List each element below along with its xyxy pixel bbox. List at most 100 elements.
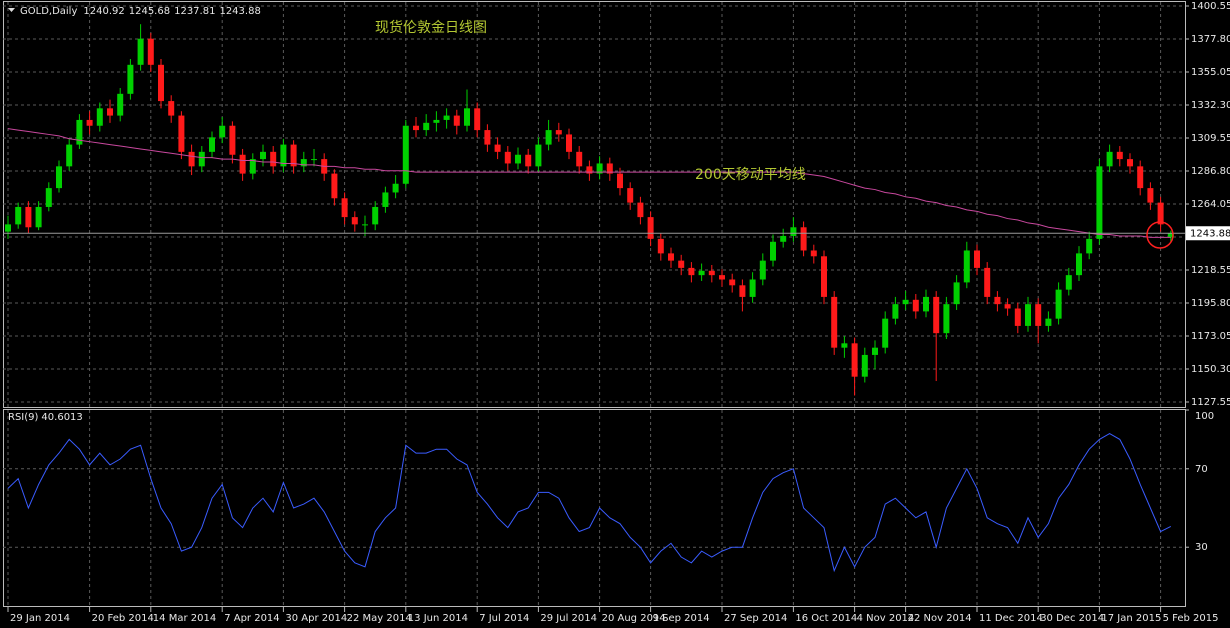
candle-body [1076, 253, 1082, 276]
candle-body [280, 144, 287, 167]
candle-body [688, 267, 695, 276]
low: 1237.81 [174, 6, 215, 17]
rsi-header: RSI(9) 40.6013 [8, 412, 83, 423]
indicator-name: RSI(9) [8, 412, 39, 423]
candle-body [300, 159, 307, 167]
x-tick-label: 22 Nov 2014 [908, 613, 972, 624]
x-tick-label: 30 Dec 2014 [1040, 613, 1104, 624]
candle-body [76, 119, 83, 145]
candle-body [576, 151, 583, 167]
candle-body [719, 275, 725, 280]
candle-body [872, 347, 878, 355]
candle-body [933, 296, 940, 334]
candle-body [423, 122, 430, 131]
candle-body [249, 159, 256, 174]
y-tick-label: 1264.05 [1191, 199, 1230, 210]
price-label: 1243.88 [1190, 228, 1230, 239]
candle-body [219, 125, 226, 138]
high: 1245.68 [129, 6, 170, 17]
candle-body [617, 173, 623, 189]
candle-body [994, 296, 1001, 305]
candle-body [1157, 202, 1164, 225]
rsi-line [7, 432, 1172, 573]
y-tick-label: 1400.55 [1191, 1, 1230, 12]
x-tick-label: 30 Apr 2014 [285, 613, 347, 624]
chart-header: GOLD,Daily 1240.92 1245.68 1237.81 1243.88 [20, 6, 261, 17]
candle-body [413, 125, 419, 131]
y-tick-label: 100 [1195, 411, 1214, 422]
candle-body [1137, 166, 1144, 189]
candle-body [351, 217, 358, 225]
x-tick-label: 5 Feb 2015 [1163, 613, 1219, 624]
candle-body [535, 144, 542, 167]
candle-body [484, 130, 491, 145]
candle-body [912, 299, 919, 312]
candle-body [1106, 151, 1113, 167]
candle-body [749, 279, 756, 297]
y-tick-label: 70 [1195, 464, 1208, 475]
candle-body [821, 256, 827, 297]
marks [3, 24, 1185, 573]
candle-body [923, 296, 929, 312]
y-tick-label: 30 [1195, 542, 1208, 553]
y-tick-label: 1286.80 [1191, 166, 1230, 177]
candle-body [117, 93, 124, 116]
candle-body [127, 64, 134, 94]
candle-body [392, 183, 399, 193]
x-tick-label: 27 Sep 2014 [724, 613, 787, 624]
candle-body [1167, 233, 1174, 238]
x-tick-label: 14 Mar 2014 [153, 613, 216, 624]
x-tick-label: 29 Jan 2014 [10, 613, 70, 624]
candle-body [290, 144, 297, 167]
y-tick-label: 1127.55 [1191, 397, 1230, 408]
price-label-box [1186, 226, 1230, 241]
candle-body [372, 206, 379, 225]
y-tick-label: 1173.05 [1191, 331, 1230, 342]
candle-body [178, 115, 185, 152]
x-tick-label: 4 Nov 2014 [857, 613, 915, 624]
candle-body [1045, 318, 1052, 326]
moving-average [7, 128, 1171, 238]
candle-body [759, 260, 766, 280]
y-tick-label: 1377.80 [1191, 34, 1230, 45]
candle-body [168, 101, 175, 116]
candle-body [657, 238, 664, 254]
y-tick-label: 1309.55 [1191, 133, 1230, 144]
highlight-circle [1146, 221, 1174, 249]
symbol: GOLD,Daily [20, 6, 77, 17]
candle-body [494, 144, 501, 152]
candle-body [800, 227, 807, 251]
close: 1243.88 [219, 6, 260, 17]
candle-body [566, 134, 572, 152]
candle-body [147, 38, 154, 65]
x-tick-label: 7 Apr 2014 [224, 613, 279, 624]
x-tick-label: 29 Jul 2014 [540, 613, 597, 624]
x-tick-label: 20 Aug 2014 [602, 613, 666, 624]
candle-body [647, 217, 654, 239]
candle-body [1035, 304, 1042, 326]
candle-body [433, 119, 440, 123]
candle-body [5, 224, 11, 232]
candle-body [525, 154, 532, 167]
candle-body [892, 304, 899, 319]
candle-body [464, 108, 470, 126]
candle-body [515, 154, 521, 164]
candle-body [861, 354, 868, 377]
candle-body [739, 285, 746, 297]
menu-arrow[interactable] [8, 8, 15, 12]
candle-body [45, 188, 52, 207]
candle-body [382, 192, 389, 207]
x-tick-label: 22 May 2014 [347, 613, 412, 624]
main-panel [3, 1, 1186, 408]
grid [3, 2, 1185, 606]
candle-body [362, 224, 368, 226]
x-tick-label: 7 Jul 2014 [479, 613, 529, 624]
candle-body [851, 343, 858, 377]
y-tick-label: 1150.30 [1191, 364, 1230, 375]
candle-body [402, 125, 409, 184]
candle-body [1055, 289, 1062, 319]
candle-body [35, 206, 42, 228]
candle-body [555, 130, 562, 135]
